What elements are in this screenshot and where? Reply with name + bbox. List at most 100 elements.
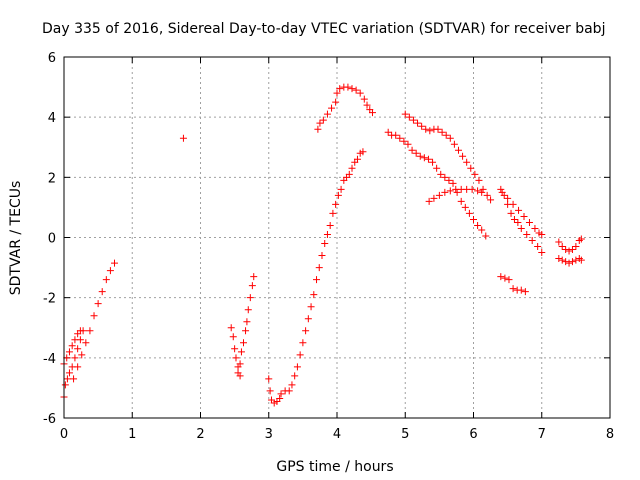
data-point [106, 267, 114, 275]
data-point [360, 95, 368, 103]
data-point [463, 158, 471, 166]
x-tick-label: 1 [128, 427, 136, 442]
data-point [558, 243, 566, 251]
data-point [555, 238, 563, 246]
data-point [250, 273, 258, 281]
data-point [310, 291, 318, 299]
data-point [243, 318, 251, 326]
data-point [487, 196, 495, 204]
data-point [497, 185, 505, 193]
data-point [521, 288, 529, 296]
y-tick-label: 6 [48, 51, 56, 66]
data-series-5 [234, 273, 258, 377]
data-point [234, 369, 242, 377]
data-point [90, 312, 98, 320]
data-point [277, 390, 285, 398]
data-point [384, 128, 392, 136]
data-point [404, 140, 412, 148]
data-point [231, 345, 239, 353]
data-point [453, 188, 461, 196]
data-point [76, 327, 84, 335]
data-point [517, 286, 525, 294]
data-point [266, 387, 274, 395]
data-point [562, 246, 570, 254]
data-point [465, 209, 473, 217]
data-point [94, 300, 102, 308]
data-point [445, 176, 453, 184]
data-series-1 [60, 327, 84, 368]
data-point [400, 137, 408, 145]
data-point [299, 339, 307, 347]
data-point [102, 276, 110, 284]
tick-labels: 0 1 2 3 4 5 6 7 8 -6 -4 -2 0 2 4 6 [43, 51, 614, 442]
data-point [534, 243, 542, 251]
data-point [68, 342, 76, 350]
data-point [363, 101, 371, 109]
data-point [426, 127, 434, 135]
y-tick-label: -2 [43, 292, 56, 307]
data-point [302, 327, 310, 335]
data-point [288, 381, 296, 389]
data-point [316, 119, 324, 127]
data-point [424, 155, 432, 163]
data-point [65, 348, 73, 356]
grid-lines [64, 57, 610, 418]
data-point [475, 176, 483, 184]
data-point [321, 240, 329, 248]
data-point [474, 221, 482, 229]
data-point [276, 394, 284, 402]
data-point [430, 194, 438, 202]
data-point [414, 119, 422, 127]
data-series-12 [497, 185, 546, 257]
data-point [344, 83, 352, 91]
x-tick-label: 4 [333, 427, 341, 442]
data-point [525, 218, 533, 226]
data-point [285, 387, 293, 395]
y-tick-label: -4 [43, 352, 56, 367]
data-point [329, 209, 337, 217]
data-point [461, 203, 469, 211]
data-point [319, 116, 327, 124]
y-tick-label: 2 [48, 171, 56, 186]
x-tick-label: 7 [538, 427, 546, 442]
data-point [348, 85, 356, 93]
data-point [313, 276, 321, 284]
data-point [531, 224, 539, 232]
data-point [558, 256, 566, 264]
data-point [337, 185, 345, 193]
data-point [334, 191, 342, 199]
data-point [538, 230, 546, 238]
data-point [497, 273, 505, 281]
data-point [459, 152, 467, 160]
y-tick-label: 4 [48, 111, 56, 126]
data-point [568, 258, 576, 266]
data-point [435, 191, 443, 199]
data-point [441, 173, 449, 181]
data-point [449, 179, 457, 187]
data-point [457, 197, 465, 205]
data-point [446, 134, 454, 142]
data-point [438, 128, 446, 136]
data-point [345, 170, 353, 178]
data-point [227, 324, 235, 332]
data-point [474, 187, 482, 195]
data-point [416, 152, 424, 160]
data-point [359, 148, 367, 156]
data-point [65, 369, 73, 377]
data-point [78, 351, 86, 359]
data-point [523, 230, 531, 238]
data-point [314, 125, 322, 133]
data-series-15 [555, 235, 585, 255]
data-point [244, 306, 252, 314]
data-point [504, 194, 512, 202]
data-point [246, 294, 254, 302]
data-point [368, 109, 376, 117]
data-point [577, 235, 585, 243]
data-points [60, 83, 585, 407]
plot-frame [63, 56, 611, 419]
data-point [352, 86, 360, 94]
data-series-7 [277, 148, 367, 398]
y-axis-label: SDTVAR / TECUs [8, 181, 24, 296]
data-point [229, 333, 237, 341]
data-series-10 [401, 110, 495, 204]
